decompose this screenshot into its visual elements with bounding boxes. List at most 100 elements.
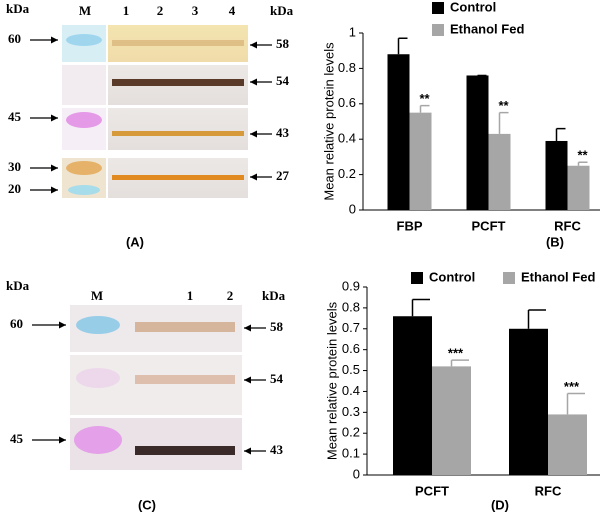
error-bar	[527, 309, 546, 329]
y-tick-label: 0	[353, 466, 360, 481]
panel-caption: (B)	[546, 234, 564, 249]
significance: ***	[564, 379, 580, 394]
error-bar	[450, 359, 469, 367]
significance: ***	[448, 346, 464, 361]
y-tick-label: 0.8	[338, 60, 356, 75]
y-tick-label: 0	[349, 201, 356, 216]
y-tick-label: 0.9	[342, 278, 360, 293]
arrow-head	[59, 436, 66, 444]
arrow-head	[250, 78, 257, 86]
y-axis-label: Mean relative protein levels	[324, 301, 339, 460]
marker-label: 43	[270, 442, 284, 457]
blot-a	[62, 25, 248, 198]
error-bar	[566, 392, 585, 415]
bar	[509, 328, 548, 475]
legend-swatch	[432, 24, 444, 36]
x-tick-label: RFC	[535, 483, 562, 498]
panel-caption: (A)	[126, 234, 144, 249]
legend-label: Control	[450, 0, 496, 14]
y-axis-label: Mean relative protein levels	[321, 42, 336, 201]
x-tick-label: PCFT	[415, 483, 449, 498]
y-tick-label: 1	[349, 24, 356, 39]
x-tick-label: RFC	[554, 218, 581, 233]
marker-label: 20	[8, 181, 21, 196]
y-tick-label: 0.6	[338, 95, 356, 110]
arrow-head	[244, 376, 251, 384]
arrow-head	[244, 324, 251, 332]
kda-label: kDa	[6, 1, 30, 16]
marker-label: 45	[8, 109, 22, 124]
marker-label: 60	[10, 316, 23, 331]
y-tick-label: 0.2	[338, 166, 356, 181]
error-bar	[411, 298, 430, 317]
error-bar	[498, 111, 509, 134]
bar	[393, 316, 432, 475]
marker-label: 58	[276, 36, 290, 51]
arrow-head	[51, 164, 58, 172]
kda-label: kDa	[262, 288, 286, 303]
lane-label: 1	[187, 288, 194, 303]
arrow-head	[51, 186, 58, 194]
bar	[545, 140, 568, 210]
significance: **	[419, 91, 430, 106]
marker-label: 60	[8, 31, 21, 46]
y-tick-label: 0.8	[342, 299, 360, 314]
marker-label: 43	[276, 125, 290, 140]
marker-label: 54	[276, 73, 290, 88]
arrow-head	[244, 447, 251, 455]
legend-swatch	[411, 272, 423, 284]
bar	[432, 366, 471, 475]
y-tick-label: 0.5	[342, 362, 360, 377]
bar	[548, 414, 587, 475]
legend-swatch	[503, 272, 515, 284]
arrow-head	[250, 173, 257, 181]
bar	[567, 165, 590, 210]
error-bar	[419, 104, 430, 113]
y-tick-label: 0.4	[342, 383, 360, 398]
y-tick-label: 0.6	[342, 341, 360, 356]
arrow-head	[51, 36, 58, 44]
lane-label: M	[79, 3, 91, 18]
bar	[466, 75, 489, 210]
bar	[387, 54, 410, 210]
bar	[409, 112, 432, 210]
legend-label: Ethanol Fed	[450, 21, 524, 36]
lane-label: 4	[229, 3, 236, 18]
error-bar	[397, 37, 408, 55]
lane-label: 1	[123, 3, 130, 18]
significance: **	[498, 98, 509, 113]
arrow-head	[250, 41, 257, 49]
arrow-head	[51, 114, 58, 122]
lane-label: 2	[157, 3, 164, 18]
lane-label: M	[91, 288, 103, 303]
y-tick-label: 0.2	[342, 425, 360, 440]
marker-label: 58	[270, 319, 284, 334]
x-tick-label: FBP	[397, 218, 423, 233]
x-tick-label: PCFT	[472, 218, 506, 233]
panel-caption: (D)	[491, 497, 509, 512]
marker-label: 54	[270, 371, 284, 386]
marker-label: 45	[10, 431, 24, 446]
kda-label: kDa	[6, 278, 30, 293]
significance: **	[577, 148, 588, 163]
legend-swatch	[432, 2, 444, 14]
error-bar	[577, 161, 588, 166]
kda-label: kDa	[270, 3, 294, 18]
y-tick-label: 0.3	[342, 404, 360, 419]
lane-label: 2	[227, 288, 234, 303]
arrow-head	[250, 130, 257, 138]
y-tick-label: 0.4	[338, 131, 356, 146]
marker-label: 30	[8, 159, 21, 174]
legend-label: Ethanol Fed	[521, 269, 595, 284]
panel-caption: (C)	[138, 497, 156, 512]
lane-label: 3	[192, 3, 199, 18]
error-bar	[555, 127, 566, 141]
legend-label: Control	[429, 269, 475, 284]
y-tick-label: 0.1	[342, 446, 360, 461]
arrow-head	[59, 321, 66, 329]
bar	[488, 133, 511, 210]
blot-c	[70, 305, 242, 470]
y-tick-label: 0.7	[342, 320, 360, 335]
marker-label: 27	[276, 168, 290, 183]
